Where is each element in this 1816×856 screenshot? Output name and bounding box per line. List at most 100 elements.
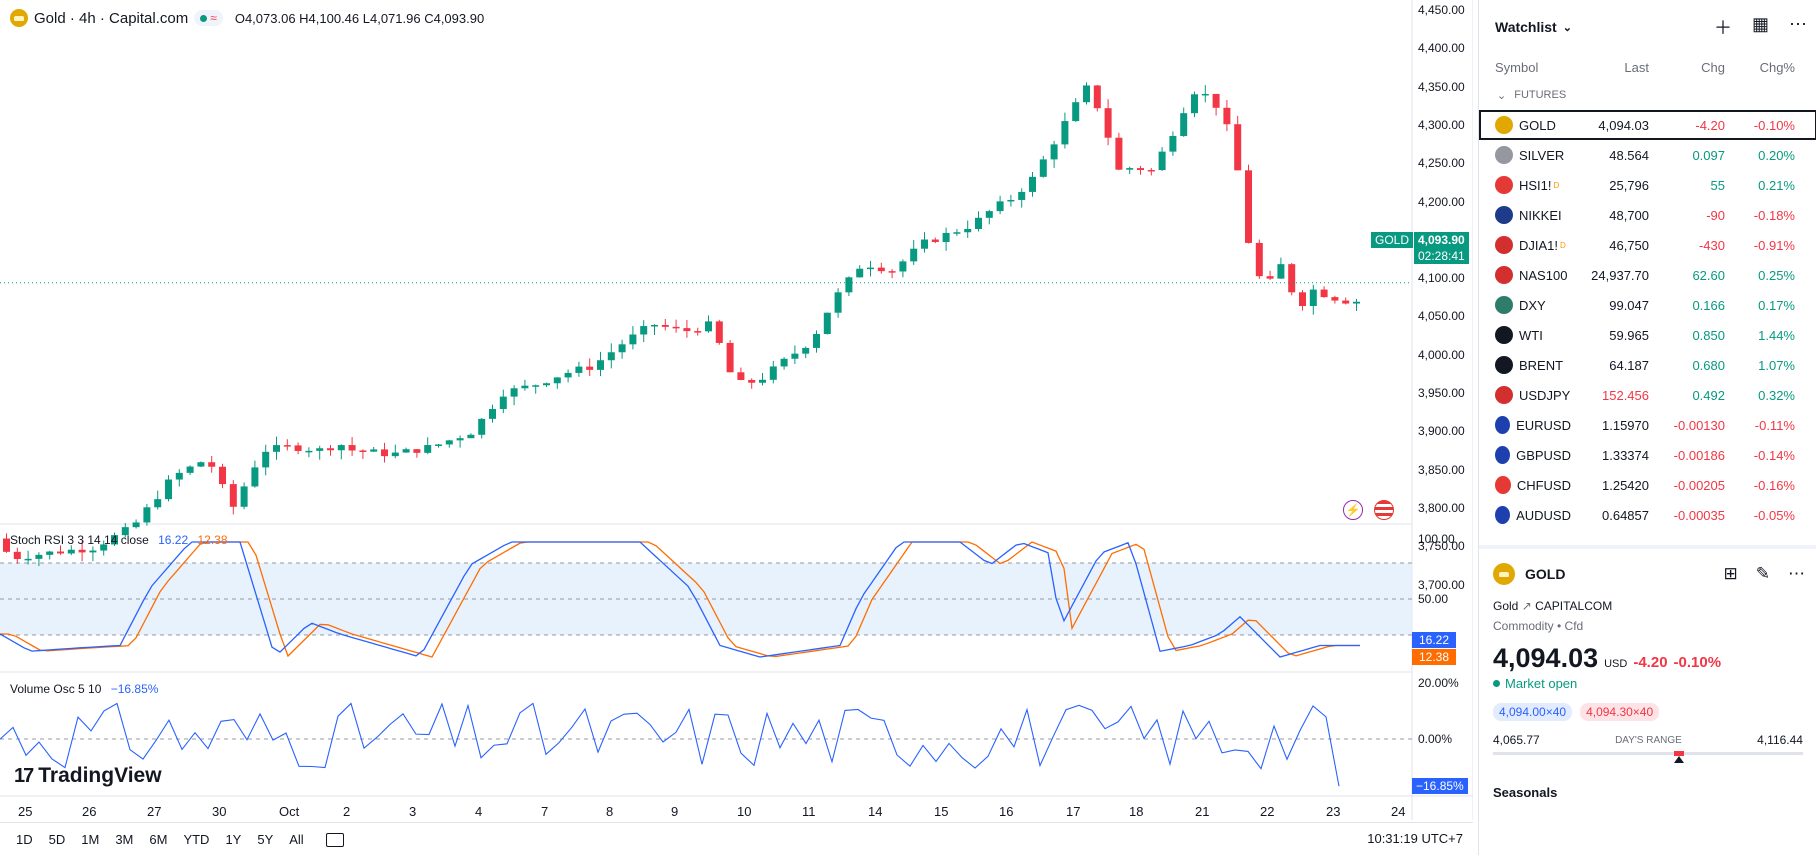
section-futures[interactable]: ⌄ FUTURES bbox=[1479, 80, 1816, 110]
more-options-icon[interactable]: ⋯ bbox=[1788, 564, 1805, 583]
chg-pct-cell: -0.18% bbox=[1753, 207, 1795, 223]
stoch-k-tag: 16.22 bbox=[1412, 632, 1456, 648]
volume-osc-legend[interactable]: Volume Osc 5 10 −16.85% bbox=[10, 682, 158, 696]
price-axis-label: 3,950.00 bbox=[1418, 386, 1465, 400]
range-6m[interactable]: 6M bbox=[149, 832, 168, 847]
range-5y[interactable]: 5Y bbox=[257, 832, 274, 847]
watchlist-row[interactable]: BRENT 64.187 0.680 1.07% bbox=[1479, 350, 1816, 380]
col-symbol[interactable]: Symbol bbox=[1495, 59, 1539, 75]
market-status-pill[interactable]: ≈ bbox=[194, 10, 223, 26]
section-label: FUTURES bbox=[1514, 89, 1567, 101]
watchlist-row[interactable]: USDJPY 152.456 0.492 0.32% bbox=[1479, 380, 1816, 410]
candle-up bbox=[629, 334, 637, 345]
detail-symbol[interactable]: GOLD bbox=[1525, 566, 1566, 582]
watchlist-row[interactable]: WTI 59.965 0.850 1.44% bbox=[1479, 320, 1816, 350]
symbol-title[interactable]: Gold · 4h · Capital.com bbox=[34, 9, 189, 27]
time-axis-label: 14 bbox=[868, 804, 883, 819]
candle-up bbox=[1072, 102, 1080, 122]
candle-down bbox=[1255, 242, 1263, 277]
watchlist-title[interactable]: Watchlist bbox=[1495, 19, 1557, 35]
price-axis-label: 4,400.00 bbox=[1418, 41, 1465, 56]
watchlist-row[interactable]: NIKKEI 48,700 -90 -0.18% bbox=[1479, 200, 1816, 230]
candle-up bbox=[165, 479, 172, 500]
watchlist-row[interactable]: SILVER 48.564 0.097 0.20% bbox=[1479, 140, 1816, 170]
candle-up bbox=[921, 239, 928, 249]
watchlist-row[interactable]: CHFUSD 1.25420 -0.00205 -0.16% bbox=[1479, 470, 1816, 500]
watchlist-row[interactable]: NAS100 24,937.70 62.60 0.25% bbox=[1479, 260, 1816, 290]
candle-down bbox=[381, 449, 388, 457]
detail-type: Commodity • Cfd bbox=[1493, 619, 1584, 633]
candle-up bbox=[564, 372, 572, 378]
last-cell: 24,937.70 bbox=[1591, 267, 1649, 283]
price-axis-label: 4,100.00 bbox=[1418, 271, 1465, 286]
col-last[interactable]: Last bbox=[1624, 59, 1649, 75]
range-1m[interactable]: 1M bbox=[81, 832, 100, 847]
candle-down bbox=[931, 239, 939, 242]
add-symbol-icon[interactable]: ＋ bbox=[1713, 18, 1732, 38]
detail-exchange[interactable]: CAPITALCOM bbox=[1535, 599, 1613, 613]
volume-osc-label: Volume Osc 5 10 bbox=[10, 682, 102, 696]
seasonals-title[interactable]: Seasonals bbox=[1493, 785, 1558, 800]
watchlist-row[interactable]: GBPUSD 1.33374 -0.00186 -0.14% bbox=[1479, 440, 1816, 470]
range-1d[interactable]: 1D bbox=[16, 832, 33, 847]
more-options-icon[interactable]: ⋯ bbox=[1789, 14, 1807, 34]
chevron-down-icon[interactable]: ⌄ bbox=[1562, 21, 1572, 34]
candle-up bbox=[543, 383, 550, 386]
chg-pct-cell: 1.44% bbox=[1758, 327, 1795, 343]
chart-area[interactable]: Gold · 4h · Capital.com ≈ O4,073.06 H4,1… bbox=[0, 0, 1473, 820]
price-axis-label: 4,450.00 bbox=[1418, 3, 1465, 17]
watchlist-row[interactable]: HSI1! D 25,796 55 0.21% bbox=[1479, 170, 1816, 200]
tradingview-logo[interactable]: 17 TradingView bbox=[14, 764, 162, 788]
detail-price: 4,094.03 bbox=[1493, 643, 1599, 673]
symbol-cell: CHFUSD bbox=[1479, 476, 1571, 494]
detail-name[interactable]: Gold bbox=[1493, 599, 1519, 613]
range-5d[interactable]: 5D bbox=[48, 832, 66, 847]
symbol-name: DJIA1! bbox=[1519, 237, 1559, 253]
range-all[interactable]: All bbox=[289, 832, 304, 847]
stoch-rsi-legend[interactable]: Stoch RSI 3 3 14 14 close 16.22 12.38 bbox=[10, 533, 228, 547]
us-flag-icon[interactable] bbox=[1374, 500, 1394, 520]
watchlist-row[interactable]: GOLD 4,094.03 -4.20 -0.10% bbox=[1479, 110, 1816, 140]
candle-up bbox=[1050, 144, 1058, 160]
external-link-icon[interactable]: ↗ bbox=[1521, 599, 1536, 613]
symbol-name: HSI1! bbox=[1519, 177, 1552, 193]
grid-layout-icon[interactable]: ⊞ bbox=[1723, 564, 1738, 583]
lightning-icon[interactable]: ⚡ bbox=[1343, 500, 1363, 520]
symbol-detail: GOLD ⊞ ✎ ⋯ Gold ↗ CAPITALCOM Commodity •… bbox=[1479, 545, 1816, 800]
candle-down bbox=[3, 538, 10, 552]
candle-up bbox=[370, 449, 378, 452]
range-low: 4,065.77 bbox=[1493, 733, 1540, 747]
price-tag-price: 4,093.90 bbox=[1414, 232, 1469, 248]
range-1y[interactable]: 1Y bbox=[225, 832, 242, 847]
advanced-view-icon[interactable]: ▦ bbox=[1751, 14, 1769, 34]
watchlist-row[interactable]: EURUSD 1.15970 -0.00130 -0.11% bbox=[1479, 410, 1816, 440]
range-3m[interactable]: 3M bbox=[115, 832, 134, 847]
col-chg[interactable]: Chg bbox=[1701, 59, 1725, 75]
symbol-cell: EURUSD bbox=[1479, 416, 1571, 434]
last-cell: 25,796 bbox=[1609, 177, 1649, 193]
candle-up bbox=[499, 396, 507, 410]
watchlist-row[interactable]: DXY 99.047 0.166 0.17% bbox=[1479, 290, 1816, 320]
chg-pct-cell: -0.05% bbox=[1753, 507, 1795, 523]
candle-down bbox=[1115, 137, 1123, 170]
goto-date-calendar-icon[interactable] bbox=[325, 832, 344, 847]
candle-down bbox=[1288, 264, 1296, 293]
bid-chip[interactable]: 4,094.00×40 bbox=[1493, 703, 1573, 721]
watchlist-row[interactable]: DJIA1! D 46,750 -430 -0.91% bbox=[1479, 230, 1816, 260]
candle-down bbox=[219, 466, 226, 485]
edit-icon[interactable]: ✎ bbox=[1755, 564, 1770, 583]
volume-osc-value: −16.85% bbox=[110, 682, 159, 696]
candle-down bbox=[661, 324, 669, 327]
range-label: DAY'S RANGE bbox=[1615, 735, 1682, 746]
price-chart[interactable] bbox=[0, 0, 1473, 820]
candle-up bbox=[996, 201, 1004, 212]
time-axis-label: 16 bbox=[999, 804, 1014, 819]
candle-up bbox=[143, 507, 151, 523]
ask-chip[interactable]: 4,094.30×40 bbox=[1580, 703, 1660, 721]
gold-icon bbox=[10, 9, 28, 27]
watchlist-row[interactable]: AUDUSD 0.64857 -0.00035 -0.05% bbox=[1479, 500, 1816, 530]
time-axis-label: 7 bbox=[541, 804, 549, 819]
utc-clock[interactable]: 10:31:19 UTC+7 bbox=[1367, 831, 1463, 846]
col-chg-pct[interactable]: Chg% bbox=[1759, 59, 1795, 75]
range-ytd[interactable]: YTD bbox=[183, 832, 210, 847]
